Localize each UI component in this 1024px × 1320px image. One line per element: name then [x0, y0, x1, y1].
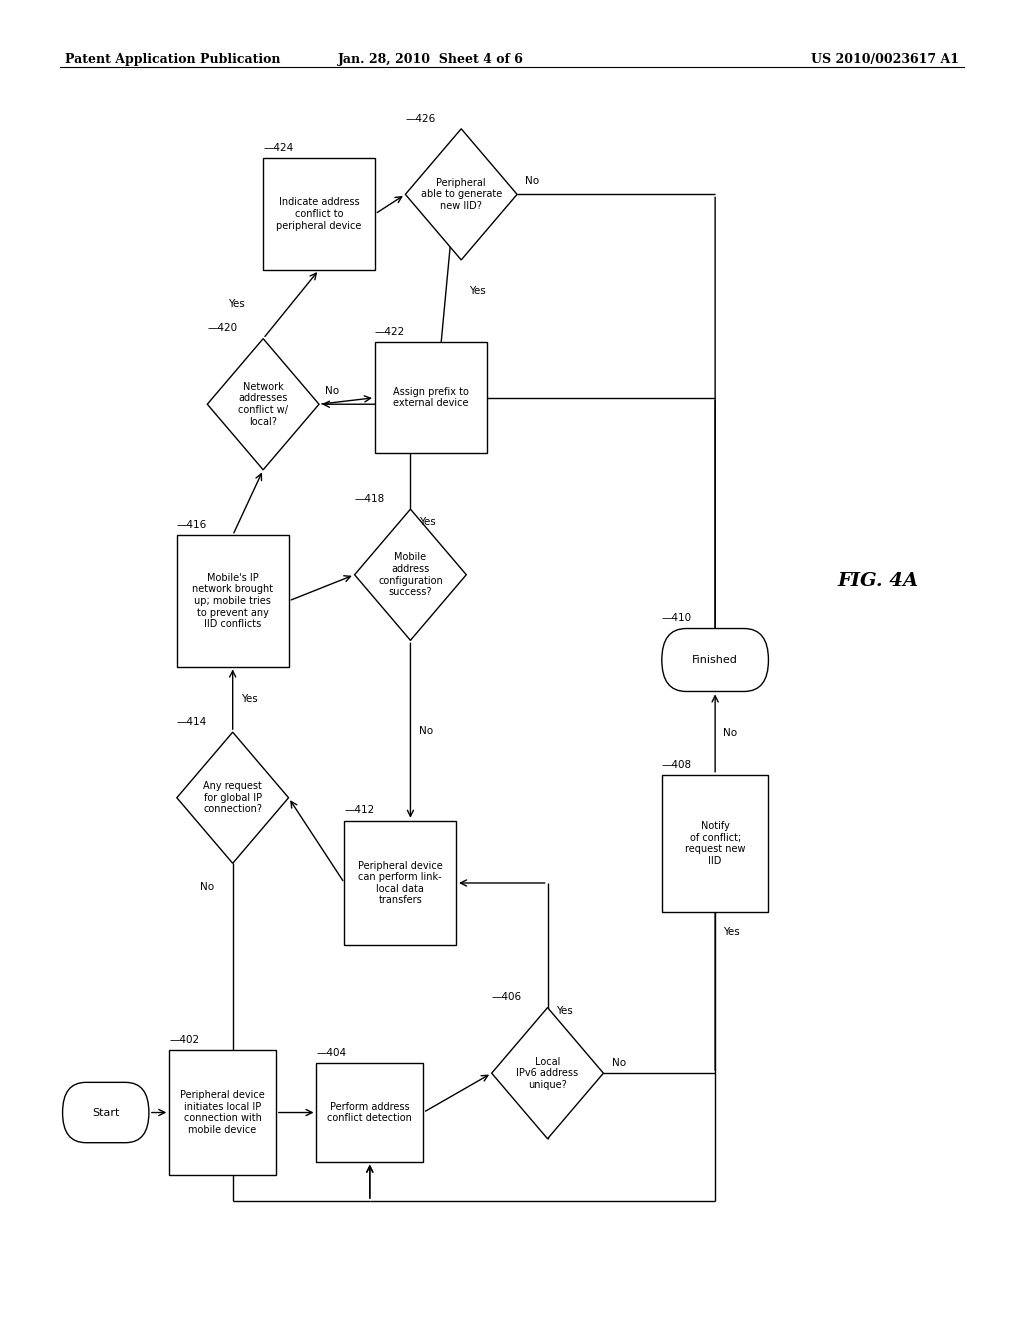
Text: Yes: Yes — [241, 694, 258, 705]
Text: —418: —418 — [354, 494, 385, 504]
Text: Start: Start — [92, 1107, 120, 1118]
Text: Peripheral device
can perform link-
local data
transfers: Peripheral device can perform link- loca… — [358, 861, 442, 906]
Text: Yes: Yes — [469, 286, 486, 296]
FancyBboxPatch shape — [344, 821, 456, 945]
FancyBboxPatch shape — [263, 158, 375, 269]
Text: No: No — [525, 177, 540, 186]
Text: Yes: Yes — [419, 517, 435, 527]
Text: Network
addresses
conflict w/
local?: Network addresses conflict w/ local? — [239, 381, 288, 426]
FancyBboxPatch shape — [662, 775, 768, 912]
Text: No: No — [419, 726, 433, 735]
FancyBboxPatch shape — [62, 1082, 148, 1143]
Text: Perform address
conflict detection: Perform address conflict detection — [328, 1102, 413, 1123]
Text: —406: —406 — [492, 993, 522, 1002]
Text: —404: —404 — [316, 1048, 346, 1059]
Text: Notify
of conflict;
request new
IID: Notify of conflict; request new IID — [685, 821, 745, 866]
Text: —416: —416 — [177, 520, 207, 531]
FancyBboxPatch shape — [662, 628, 768, 692]
FancyBboxPatch shape — [177, 536, 289, 667]
Text: US 2010/0023617 A1: US 2010/0023617 A1 — [811, 53, 958, 66]
Text: Mobile
address
configuration
success?: Mobile address configuration success? — [378, 552, 442, 597]
Text: Indicate address
conflict to
peripheral device: Indicate address conflict to peripheral … — [276, 198, 361, 231]
Text: —410: —410 — [662, 614, 692, 623]
Text: Finished: Finished — [692, 655, 738, 665]
Polygon shape — [177, 733, 289, 863]
Text: No: No — [201, 882, 214, 892]
Text: Yes: Yes — [723, 927, 740, 937]
Text: —424: —424 — [263, 143, 294, 153]
Polygon shape — [406, 129, 517, 260]
Text: No: No — [611, 1057, 626, 1068]
Text: —408: —408 — [662, 759, 692, 770]
Text: No: No — [325, 387, 339, 396]
Text: Peripheral device
initiates local IP
connection with
mobile device: Peripheral device initiates local IP con… — [180, 1090, 265, 1135]
FancyBboxPatch shape — [375, 342, 486, 453]
FancyBboxPatch shape — [169, 1051, 275, 1175]
Text: Any request
for global IP
connection?: Any request for global IP connection? — [203, 781, 262, 814]
Polygon shape — [492, 1007, 603, 1139]
Text: Assign prefix to
external device: Assign prefix to external device — [393, 387, 469, 408]
Polygon shape — [207, 339, 319, 470]
Text: Mobile's IP
network brought
up; mobile tries
to prevent any
IID conflicts: Mobile's IP network brought up; mobile t… — [193, 573, 273, 630]
Text: Yes: Yes — [556, 1006, 572, 1016]
Text: Jan. 28, 2010  Sheet 4 of 6: Jan. 28, 2010 Sheet 4 of 6 — [338, 53, 523, 66]
Text: —420: —420 — [207, 323, 238, 334]
Text: Peripheral
able to generate
new IID?: Peripheral able to generate new IID? — [421, 178, 502, 211]
Text: —426: —426 — [406, 114, 435, 124]
Text: —402: —402 — [169, 1035, 200, 1045]
Text: Local
IPv6 address
unique?: Local IPv6 address unique? — [516, 1056, 579, 1090]
FancyBboxPatch shape — [316, 1064, 423, 1162]
Text: —412: —412 — [344, 805, 375, 816]
Text: —422: —422 — [375, 326, 406, 337]
Text: —414: —414 — [177, 717, 207, 727]
Text: Patent Application Publication: Patent Application Publication — [66, 53, 281, 66]
Text: No: No — [723, 729, 737, 738]
Text: Yes: Yes — [228, 300, 245, 309]
Polygon shape — [354, 510, 466, 640]
Text: FIG. 4A: FIG. 4A — [837, 573, 919, 590]
